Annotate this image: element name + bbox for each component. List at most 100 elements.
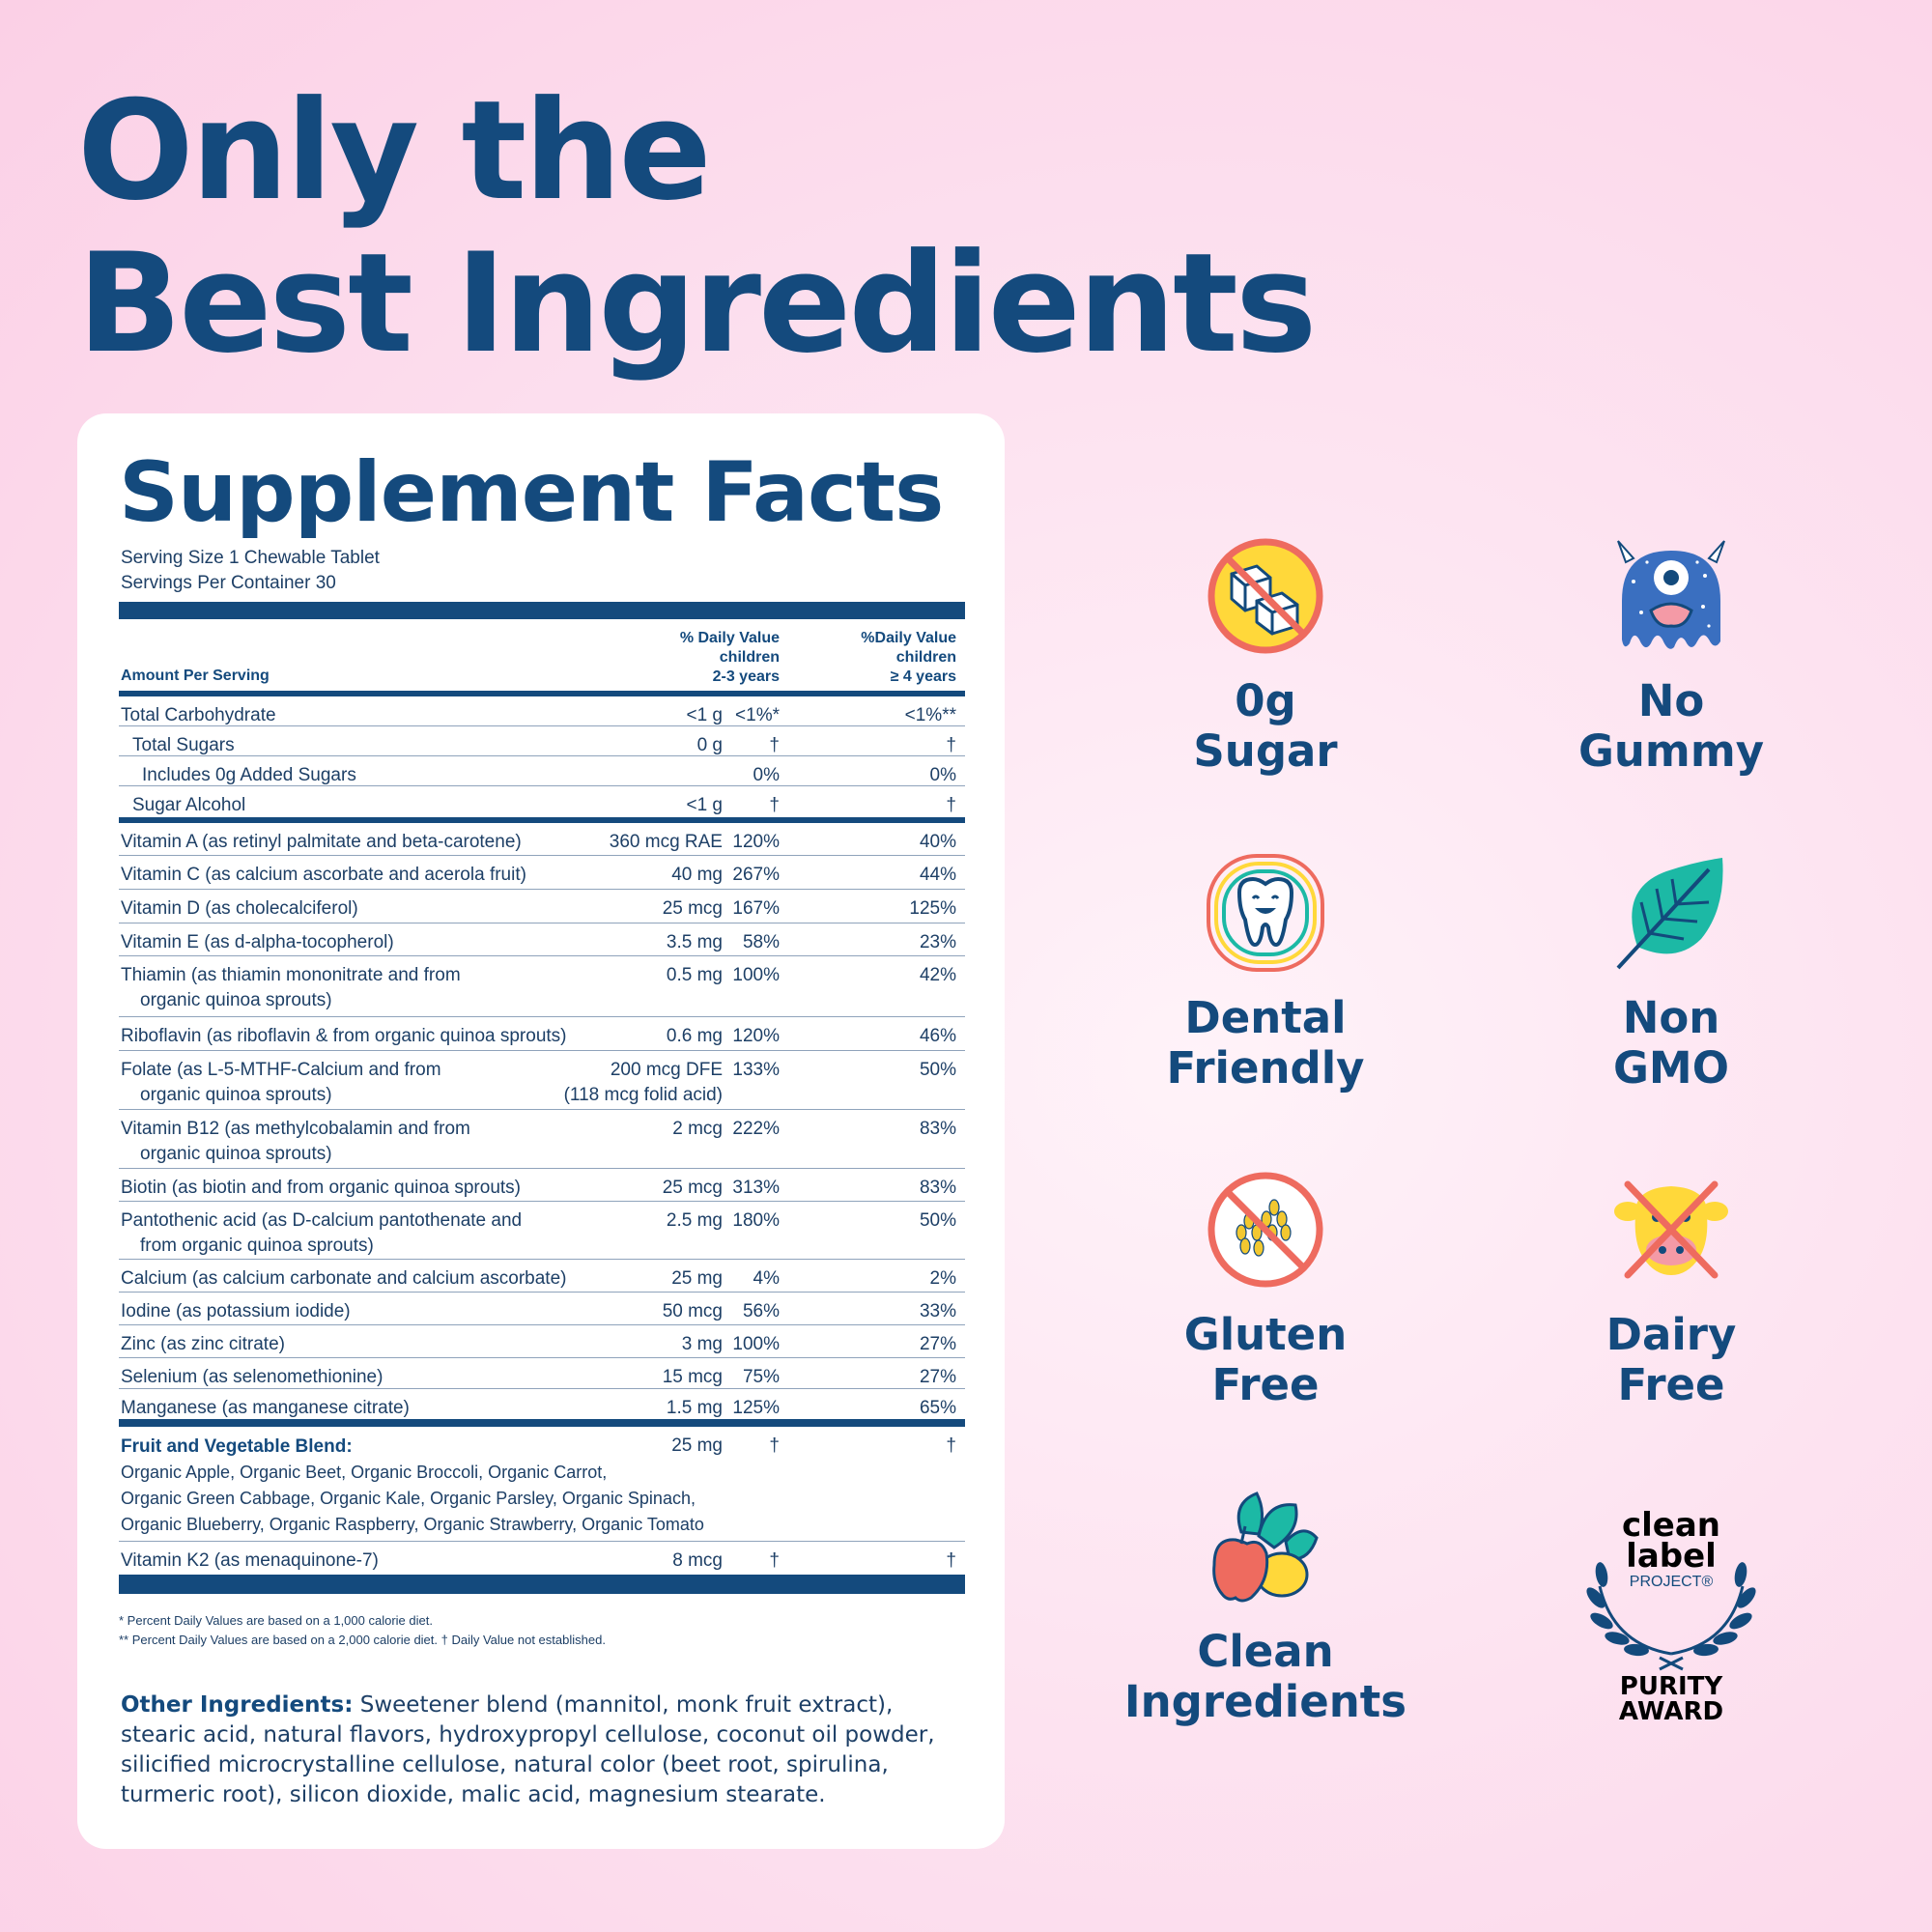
table-row: Manganese (as manganese citrate) 1.5 mg … (119, 1389, 965, 1419)
nutrient-amount: 0.6 mg (666, 1026, 723, 1046)
dv-header-children-2-3: % Daily Value children 2-3 years (655, 629, 780, 687)
nutrient-dv-2-3: 120% (732, 832, 780, 852)
badge-gluten-free: Gluten Free (1072, 1167, 1459, 1410)
badge-label-line: Clean (1197, 1626, 1334, 1677)
nutrient-dv-2-3: 125% (732, 1398, 780, 1418)
award-word-clean: clean (1622, 1506, 1720, 1545)
badge-no-gummy: No Gummy (1478, 533, 1864, 777)
badge-dairy-free: Dairy Free (1478, 1167, 1864, 1410)
table-row: Total Sugars 0 g † † (119, 726, 965, 756)
award-word-project: PROJECT® (1630, 1574, 1714, 1590)
badge-label-line: Gluten (1183, 1309, 1348, 1360)
nutrient-amount: 40 mg (671, 865, 723, 885)
nutrient-name: Vitamin C (as calcium ascorbate and acer… (121, 865, 526, 885)
nutrient-amount: <1 g (686, 795, 723, 815)
nutrient-dv-4: 44% (919, 865, 956, 885)
nutrient-name: Iodine (as potassium iodide) (121, 1301, 351, 1321)
nutrient-dv-4: † (946, 1550, 956, 1571)
nutrient-amount: 3 mg (681, 1334, 723, 1354)
badge-0g-sugar: 0g Sugar (1072, 533, 1459, 777)
nutrient-name: Vitamin B12 (as methylcobalamin and from… (121, 1117, 575, 1167)
table-row: Vitamin C (as calcium ascorbate and acer… (119, 856, 965, 890)
table-row: Biotin (as biotin and from organic quino… (119, 1169, 965, 1202)
table-row: Vitamin B12 (as methylcobalamin and from… (119, 1110, 965, 1169)
serving-size: Serving Size 1 Chewable Tablet (121, 548, 380, 568)
nutrient-name: Riboflavin (as riboflavin & from organic… (121, 1026, 567, 1046)
table-row: Sugar Alcohol <1 g † † (119, 786, 965, 817)
blend-row: Fruit and Vegetable Blend: Organic Apple… (119, 1427, 965, 1542)
badge-dental-friendly: Dental Friendly (1072, 850, 1459, 1094)
nutrient-dv-4: 33% (919, 1301, 956, 1321)
dv-header-line: children (895, 649, 956, 666)
award-word-award: AWARD (1619, 1697, 1723, 1721)
nutrient-dv-4: <1%** (904, 705, 956, 725)
blend-ingredients-line: Organic Blueberry, Organic Raspberry, Or… (121, 1515, 704, 1534)
nutrient-name: Selenium (as selenomethionine) (121, 1367, 384, 1387)
supplement-facts-title: Supplement Facts (119, 444, 944, 541)
blend-ingredients-line: Organic Green Cabbage, Organic Kale, Org… (121, 1489, 696, 1508)
table-row: Zinc (as zinc citrate) 3 mg 100% 27% (119, 1325, 965, 1358)
nutrient-dv-4: 50% (919, 1210, 956, 1231)
table-row: Pantothenic acid (as D-calcium pantothen… (119, 1202, 965, 1260)
amount-per-serving-header: Amount Per Serving (121, 668, 270, 684)
nutrient-dv-4: 0% (929, 765, 956, 785)
nutrient-dv-2-3: 75% (742, 1367, 780, 1387)
nutrient-dv-4: 46% (919, 1026, 956, 1046)
table-row: Vitamin D (as cholecalciferol) 25 mcg 16… (119, 890, 965, 923)
nutrient-dv-2-3: † (769, 1550, 780, 1571)
nutrient-name-line: organic quinoa sprouts) (140, 1085, 332, 1105)
headline: Only the Best Ingredients (77, 75, 1317, 381)
no-cow-icon (1614, 1180, 1728, 1279)
badge-label-line: Dairy (1605, 1309, 1737, 1360)
nutrient-dv-2-3: 167% (732, 898, 780, 919)
nutrient-dv-4: 125% (909, 898, 956, 919)
table-row: Iodine (as potassium iodide) 50 mcg 56% … (119, 1293, 965, 1325)
footnote: ** Percent Daily Values are based on a 2… (119, 1633, 606, 1647)
table-row: Vitamin E (as d-alpha-tocopherol) 3.5 mg… (119, 923, 965, 956)
nutrient-dv-2-3: 133% (732, 1060, 780, 1080)
mid-divider (119, 1419, 965, 1427)
dv-header-line: children (719, 649, 780, 666)
nutrient-dv-2-3: 100% (732, 965, 780, 985)
leaf-icon (1616, 858, 1723, 970)
nutrient-name-line: Vitamin B12 (as methylcobalamin and from (121, 1119, 470, 1139)
badge-label-line: Free (1617, 1359, 1725, 1410)
blend-name: Fruit and Vegetable Blend: Organic Apple… (121, 1434, 739, 1538)
table-row: Selenium (as selenomethionine) 15 mcg 75… (119, 1358, 965, 1389)
badge-label-line: Friendly (1166, 1042, 1365, 1094)
nutrient-amount: 50 mcg (662, 1301, 723, 1321)
other-ingredients-label: Other Ingredients: (121, 1692, 354, 1718)
smiling-tooth-icon (1207, 854, 1324, 972)
mid-divider (119, 817, 965, 823)
nutrient-dv-2-3: <1%* (735, 705, 780, 725)
nutrient-dv-4: 83% (919, 1119, 956, 1139)
dv-header-line: %Daily Value (861, 630, 956, 646)
badge-label: Dental Friendly (1072, 993, 1459, 1094)
nutrient-name: Total Sugars (132, 735, 235, 755)
nutrient-dv-4: 65% (919, 1398, 956, 1418)
nutrient-name: Zinc (as zinc citrate) (121, 1334, 285, 1354)
nutrient-dv-4: † (946, 735, 956, 755)
fruit-vegetable-icon (1212, 1492, 1319, 1603)
nutrient-dv-4: 50% (919, 1060, 956, 1080)
badge-label-line: Dental (1184, 992, 1347, 1043)
other-ingredients-text: Sweetener blend (mannitol, monk fruit ex… (121, 1692, 935, 1807)
nutrient-amount: 25 mg (671, 1268, 723, 1289)
nutrient-dv-2-3: 100% (732, 1334, 780, 1354)
badge-label-line: GMO (1613, 1042, 1729, 1094)
badge-label: Non GMO (1478, 993, 1864, 1094)
badge-clean-ingredients: Clean Ingredients (1072, 1484, 1459, 1727)
badge-label-line: 0g (1235, 675, 1296, 726)
table-row: Riboflavin (as riboflavin & from organic… (119, 1017, 965, 1051)
dv-header-line: ≥ 4 years (890, 668, 956, 685)
nutrient-name: Vitamin D (as cholecalciferol) (121, 898, 358, 919)
nutrient-amount: 8 mcg (672, 1550, 723, 1571)
nutrient-name-line: from organic quinoa sprouts) (140, 1236, 374, 1256)
other-ingredients: Other Ingredients: Sweetener blend (mann… (121, 1690, 961, 1810)
nutrient-amount: 25 mcg (662, 898, 723, 919)
nutrient-name: Folate (as L-5-MTHF-Calcium and from org… (121, 1058, 575, 1108)
award-word-label: label (1626, 1537, 1717, 1576)
blend-ingredients-line: Organic Apple, Organic Beet, Organic Bro… (121, 1463, 608, 1482)
table-row: Vitamin K2 (as menaquinone-7) 8 mcg † † (119, 1542, 965, 1575)
nutrient-dv-2-3: † (769, 735, 780, 755)
